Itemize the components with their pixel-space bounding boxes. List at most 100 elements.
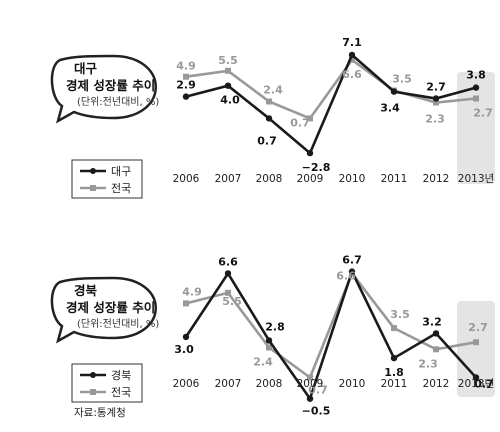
bubble-title-line2: 경제 성장률 추이 xyxy=(66,78,155,93)
legend-label-national: 전국 xyxy=(111,386,131,399)
data-point-national xyxy=(266,344,272,351)
data-label-national: 6.6 xyxy=(336,269,356,282)
data-label-national: 6.6 xyxy=(342,68,362,81)
data-label-national: 2.4 xyxy=(253,356,273,369)
data-label-national: 0.7 xyxy=(290,116,310,129)
data-label-region: −2.8 xyxy=(302,161,331,174)
plot-series xyxy=(182,51,480,157)
data-label-region: 3.4 xyxy=(380,102,400,115)
data-point-national xyxy=(225,67,231,74)
x-axis-ticks: 2006 2007 2008 2009 2010 2011 2012 2013년 xyxy=(173,173,495,185)
legend-label-national: 전국 xyxy=(111,182,131,195)
data-label-national: 2.4 xyxy=(263,84,283,97)
x-tick-label: 2006 xyxy=(173,173,200,185)
legend-label-region: 경북 xyxy=(111,369,131,382)
data-label-region: 6.7 xyxy=(342,254,362,267)
series-line-region xyxy=(185,52,477,156)
data-point-region xyxy=(472,84,480,91)
data-label-region: 0.7 xyxy=(474,378,494,391)
highlight-box-2013 xyxy=(457,301,495,397)
data-label-region: −0.5 xyxy=(302,405,331,418)
data-label-national: 2.3 xyxy=(425,113,445,126)
data-point-national xyxy=(307,115,313,122)
data-point-region xyxy=(182,333,190,341)
data-label-region: 3.8 xyxy=(466,69,486,82)
x-tick-label: 2012 xyxy=(423,173,450,185)
data-point-region xyxy=(224,82,232,89)
data-label-region: 2.9 xyxy=(176,79,196,92)
data-point-region xyxy=(265,337,273,344)
data-point-region xyxy=(224,270,232,277)
data-label-national: 0.7 xyxy=(308,384,328,397)
data-point-national xyxy=(183,73,189,80)
x-tick-label: 2011 xyxy=(381,173,408,185)
data-label-national: 2.3 xyxy=(418,357,438,370)
data-point-national xyxy=(473,339,479,346)
data-label-region: 2.8 xyxy=(265,320,285,333)
data-point-national xyxy=(183,300,189,307)
data-point-region xyxy=(348,268,356,275)
bubble-title-line2: 경제 성장률 추이 xyxy=(66,300,155,315)
data-label-region: 3.0 xyxy=(174,343,194,356)
data-point-region xyxy=(432,95,440,102)
x-tick-label: 2011 xyxy=(381,378,408,390)
data-label-region: 6.6 xyxy=(218,255,238,268)
x-tick-label: 2012 xyxy=(423,378,450,390)
data-point-national xyxy=(391,325,397,332)
plot-data-labels: 4.9 5.5 2.4 0.7 6.6 3.5 2.3 2.7 2.9 4.0 0.7 −2.8 7.1… xyxy=(176,36,493,174)
data-label-national: 2.7 xyxy=(473,107,493,120)
data-label-national: 4.9 xyxy=(176,60,196,73)
source-note: 자료:통계청 xyxy=(74,407,126,419)
data-point-region xyxy=(306,149,314,157)
data-label-region: 7.1 xyxy=(342,36,362,49)
legend-marker-region xyxy=(90,372,96,378)
legend-marker-region xyxy=(90,168,96,174)
plot-data-labels: 4.9 5.5 2.4 0.7 6.6 3.5 2.3 2.7 3.0 6.6 2.8 −0.5 6.7… xyxy=(174,254,494,418)
x-tick-label: 2010 xyxy=(339,173,366,185)
data-label-national: 3.5 xyxy=(390,308,410,321)
x-tick-label: 2007 xyxy=(215,173,242,185)
data-label-national: 3.5 xyxy=(392,73,412,86)
x-tick-label: 2008 xyxy=(256,378,283,390)
legend-box xyxy=(71,159,143,199)
data-point-national xyxy=(433,346,439,353)
data-point-national xyxy=(225,289,231,296)
series-line-region xyxy=(184,268,477,402)
chart-panel-daegu: 대구 경제 성장률 추이 (단위:전년대비, %) 대구 전국 4.9 5.5 2.… xyxy=(50,36,495,199)
legend-marker-national xyxy=(90,185,96,191)
bubble-title-line1: 경북 xyxy=(74,283,98,298)
data-point-region xyxy=(306,395,314,402)
data-point-region xyxy=(182,93,190,100)
data-label-region: 1.8 xyxy=(384,366,404,379)
data-label-national: 5.5 xyxy=(218,54,238,67)
data-label-national: 5.5 xyxy=(222,295,242,308)
x-tick-label: 2013년 xyxy=(458,173,494,185)
speech-bubble: 대구 경제 성장률 추이 (단위:전년대비, %) xyxy=(50,54,159,124)
legend-box xyxy=(71,363,143,403)
data-point-region xyxy=(390,354,398,362)
x-axis-ticks: 2006 2007 2008 2009 2010 2011 2012 2013년 xyxy=(173,378,495,390)
x-tick-label: 2009 xyxy=(297,173,324,185)
data-point-region xyxy=(472,374,480,381)
data-point-region xyxy=(265,115,273,122)
legend: 경북 전국 xyxy=(71,363,143,403)
x-tick-label: 2009 xyxy=(297,378,324,390)
series-line-national xyxy=(185,58,477,120)
bubble-title-line1: 대구 xyxy=(74,61,98,76)
data-point-region xyxy=(348,51,356,59)
data-label-region: 0.7 xyxy=(257,134,277,147)
data-label-national: 2.7 xyxy=(468,321,488,334)
data-label-national: 4.9 xyxy=(182,285,202,298)
x-tick-label: 2013년 xyxy=(458,378,494,390)
legend-marker-national xyxy=(90,389,96,395)
x-tick-label: 2006 xyxy=(173,378,200,390)
bubble-shape xyxy=(50,276,157,344)
legend: 대구 전국 xyxy=(71,159,143,199)
data-label-region: 4.0 xyxy=(220,94,240,107)
data-point-region xyxy=(390,88,398,95)
data-point-national xyxy=(473,95,479,102)
x-tick-label: 2008 xyxy=(256,173,283,185)
series-line-national xyxy=(185,270,477,380)
x-tick-label: 2010 xyxy=(339,378,366,390)
